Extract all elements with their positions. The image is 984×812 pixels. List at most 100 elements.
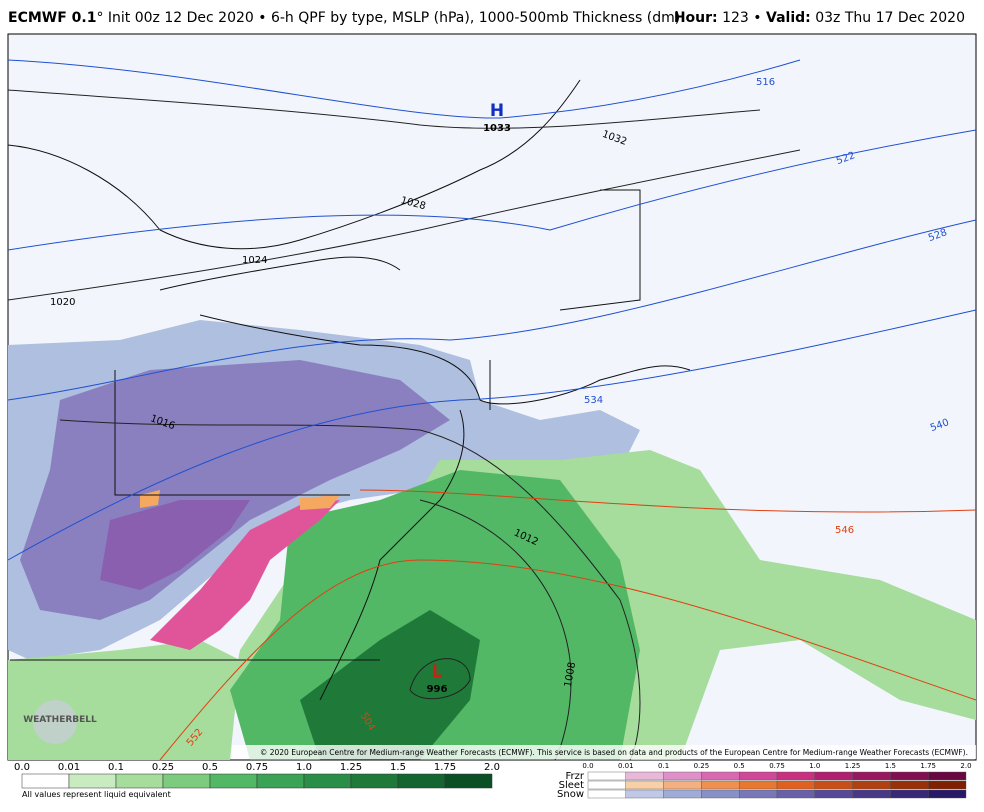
watermark-globe xyxy=(33,700,77,744)
precip-type-label: Frzr xyxy=(566,771,585,782)
rain-tick-label: 1.75 xyxy=(434,762,456,773)
legend-note: All values represent liquid equivalent xyxy=(22,790,171,799)
mix-tick-label: 1.0 xyxy=(809,762,820,770)
low-marker: L xyxy=(432,662,443,682)
mix-swatch xyxy=(776,771,815,781)
mix-swatch xyxy=(701,780,740,790)
borders xyxy=(7,79,691,701)
sep: • xyxy=(753,10,761,26)
mix-swatch xyxy=(625,771,664,781)
watermark: WEATHERBELL xyxy=(23,715,97,725)
mix-swatch xyxy=(890,789,929,799)
legend: All values represent liquid equivalent 0… xyxy=(14,762,972,800)
mix-swatch xyxy=(701,789,740,799)
rain-swatch xyxy=(444,773,493,789)
mix-swatch xyxy=(625,789,664,799)
rain-swatch xyxy=(209,773,258,789)
mix-swatch xyxy=(776,789,815,799)
mix-swatch xyxy=(587,771,626,781)
precip-type-label: Snow xyxy=(557,789,584,800)
mix-swatch xyxy=(739,771,778,781)
map: H 1033 1032 1028 1024 1020 1016 1012 100… xyxy=(7,33,977,761)
mix-swatch xyxy=(739,780,778,790)
mix-tick-label: 1.5 xyxy=(885,762,896,770)
pressure-label: 1024 xyxy=(242,255,267,266)
mix-swatch xyxy=(928,789,967,799)
hour-label: Hour: xyxy=(674,10,718,26)
freezing-rain xyxy=(150,500,340,650)
copyright: © 2020 European Centre for Medium-range … xyxy=(260,748,968,757)
degree: ° xyxy=(96,10,103,26)
pressure-label: 1008 xyxy=(563,661,578,688)
mix-tick-label: 0.75 xyxy=(769,762,785,770)
rain-swatch xyxy=(68,773,117,789)
rain-tick-label: 1.0 xyxy=(296,762,312,773)
mix-tick-label: 0.0 xyxy=(582,762,593,770)
mix-swatch xyxy=(890,780,929,790)
snow-heavy xyxy=(100,500,250,590)
mix-swatch xyxy=(890,771,929,781)
mix-tick-label: 1.25 xyxy=(845,762,861,770)
mix-swatch xyxy=(739,789,778,799)
thickness-label: 516 xyxy=(756,77,775,88)
rain-tick-label: 2.0 xyxy=(484,762,500,773)
rain-swatch xyxy=(115,773,164,789)
valid-label: Valid: xyxy=(766,10,811,26)
thickness-contours xyxy=(7,59,977,761)
header-left: ECMWF 0.1° Init 00z 12 Dec 2020 • 6-h QP… xyxy=(8,10,680,26)
init: Init 00z 12 Dec 2020 • 6-h QPF by type, … xyxy=(108,10,680,26)
rain-tick-label: 0.1 xyxy=(108,762,124,773)
mix-swatch xyxy=(663,789,702,799)
mix-swatch xyxy=(587,780,626,790)
rain-tick-label: 0.01 xyxy=(58,762,80,773)
rain-tick-label: 1.25 xyxy=(340,762,362,773)
mix-swatch xyxy=(928,780,967,790)
mix-tick-label: 2.0 xyxy=(960,762,971,770)
thickness-label: 534 xyxy=(584,395,603,406)
mix-swatch xyxy=(814,780,853,790)
precip-type-label: Sleet xyxy=(559,780,584,791)
rain-swatch xyxy=(162,773,211,789)
rain-swatch xyxy=(21,773,70,789)
rain-swatch xyxy=(256,773,305,789)
mix-swatch xyxy=(587,789,626,799)
rain-swatch xyxy=(303,773,352,789)
pressure-label: 996 xyxy=(427,684,448,695)
rain-tick-label: 0.75 xyxy=(246,762,268,773)
header-right: Hour: 123 • Valid: 03z Thu 17 Dec 2020 xyxy=(674,10,965,26)
mix-tick-label: 1.75 xyxy=(920,762,936,770)
thickness-label: 546 xyxy=(835,525,854,536)
rain-tick-label: 1.5 xyxy=(390,762,406,773)
rain-tick-label: 0.0 xyxy=(14,762,30,773)
mix-swatch xyxy=(776,780,815,790)
mix-swatch xyxy=(814,789,853,799)
mix-tick-label: 0.1 xyxy=(658,762,669,770)
rain-tick-label: 0.25 xyxy=(152,762,174,773)
rain-tick-label: 0.5 xyxy=(202,762,218,773)
mix-swatch xyxy=(928,771,967,781)
mix-tick-label: 0.01 xyxy=(618,762,634,770)
sleet xyxy=(140,490,340,510)
rain-swatch xyxy=(350,773,399,789)
high-marker: H xyxy=(490,101,504,121)
rain-heavy xyxy=(300,610,480,760)
pressure-label: 1020 xyxy=(50,297,75,308)
mix-swatch xyxy=(663,771,702,781)
valid: 03z Thu 17 Dec 2020 xyxy=(815,10,965,26)
pressure-label: 1033 xyxy=(483,123,511,134)
mix-swatch xyxy=(852,771,891,781)
mix-swatch xyxy=(625,780,664,790)
hour: 123 xyxy=(722,10,749,26)
mix-tick-label: 0.25 xyxy=(694,762,710,770)
rain-swatch xyxy=(397,773,446,789)
copyright-bg xyxy=(232,745,976,759)
mix-swatch xyxy=(852,780,891,790)
mix-swatch xyxy=(814,771,853,781)
mslp-contours xyxy=(7,89,801,761)
mix-swatch xyxy=(663,780,702,790)
mix-swatch xyxy=(852,789,891,799)
rain-light-west xyxy=(8,640,240,760)
model: ECMWF 0.1 xyxy=(8,10,96,26)
mix-tick-label: 0.5 xyxy=(734,762,745,770)
